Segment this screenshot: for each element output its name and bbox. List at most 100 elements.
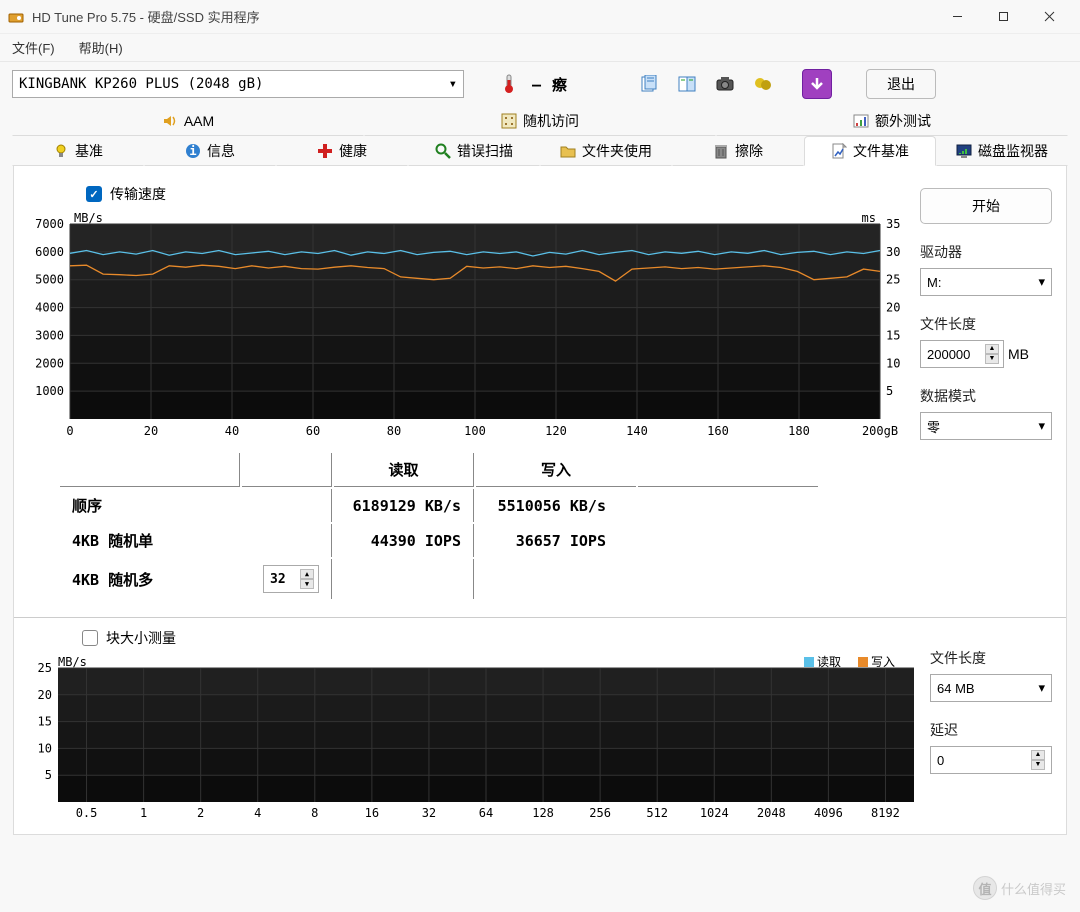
- svg-text:512: 512: [646, 806, 668, 820]
- temperature-value: — 瘵: [532, 74, 568, 95]
- row-4k-multi: 4KB 随机多: [60, 559, 240, 599]
- transfer-speed-label: 传输速度: [110, 184, 166, 204]
- tab-错误扫描[interactable]: 错误扫描: [408, 136, 540, 166]
- tab-信息[interactable]: i信息: [144, 136, 276, 166]
- svg-text:15: 15: [886, 328, 900, 342]
- delay-label: 延迟: [930, 720, 1052, 740]
- minimize-button[interactable]: [934, 2, 980, 32]
- blocksize-checkbox[interactable]: [82, 630, 98, 646]
- search-icon: [435, 143, 451, 159]
- start-button[interactable]: 开始: [920, 188, 1052, 224]
- datamode-label: 数据模式: [920, 386, 1052, 406]
- spinner-down-icon[interactable]: ▼: [300, 579, 314, 589]
- spinner-up-icon[interactable]: ▲: [300, 569, 314, 579]
- content-pane: 传输速度 10002000300040005000600070005101520…: [13, 166, 1067, 835]
- svg-text:3000: 3000: [35, 328, 64, 342]
- menu-file[interactable]: 文件(F): [12, 38, 55, 57]
- chevron-down-icon: ▾: [1038, 274, 1045, 290]
- tab-文件夹使用[interactable]: 文件夹使用: [540, 136, 672, 166]
- svg-text:4: 4: [254, 806, 261, 820]
- filelen2-dropdown[interactable]: 64 MB▾: [930, 674, 1052, 702]
- filelen2-label: 文件长度: [930, 648, 1052, 668]
- svg-text:30: 30: [886, 245, 900, 259]
- chevron-down-icon: ▾: [1038, 418, 1045, 434]
- svg-text:ms: ms: [862, 211, 876, 225]
- row-4k-single: 4KB 随机单: [60, 524, 240, 557]
- datamode-dropdown[interactable]: 零▾: [920, 412, 1052, 440]
- tab-擦除[interactable]: 擦除: [672, 136, 804, 166]
- window-title: HD Tune Pro 5.75 - 硬盘/SSD 实用程序: [32, 7, 934, 26]
- bulb-icon: [53, 143, 69, 159]
- svg-text:1024: 1024: [700, 806, 729, 820]
- svg-text:25: 25: [38, 661, 52, 675]
- copy-info-button[interactable]: [634, 69, 664, 99]
- health-icon: [317, 143, 333, 159]
- svg-text:10: 10: [886, 356, 900, 370]
- spinner-down-icon[interactable]: ▼: [1031, 760, 1045, 770]
- svg-text:写入: 写入: [871, 655, 895, 669]
- svg-text:5000: 5000: [35, 273, 64, 287]
- tab-基准[interactable]: 基准: [12, 136, 144, 166]
- svg-text:8192: 8192: [871, 806, 900, 820]
- svg-text:4096: 4096: [814, 806, 843, 820]
- delay-input[interactable]: 0 ▲▼: [930, 746, 1052, 774]
- tabstrip: AAM随机访问额外测试 基准i信息健康错误扫描文件夹使用擦除文件基准磁盘监视器: [0, 106, 1080, 166]
- svg-text:8: 8: [311, 806, 318, 820]
- trash-icon: [713, 143, 729, 159]
- rnd-single-write: 36657 IOPS: [476, 524, 636, 557]
- col-write: 写入: [476, 453, 636, 487]
- filelen-label: 文件长度: [920, 314, 1052, 334]
- svg-text:15: 15: [38, 715, 52, 729]
- seq-write-value: 5510056 KB/s: [476, 489, 636, 522]
- results-table: 读取 写入 顺序 6189129 KB/s 5510056 KB/s 4KB 随…: [58, 451, 820, 601]
- menu-help[interactable]: 帮助(H): [79, 38, 123, 57]
- toolbar: KINGBANK KP260 PLUS (2048 gB) ▾ — 瘵 退出: [0, 62, 1080, 106]
- watermark-icon: 值: [973, 876, 997, 900]
- svg-text:128: 128: [532, 806, 554, 820]
- tab-AAM[interactable]: AAM: [12, 106, 364, 136]
- row-sequential: 顺序: [60, 489, 240, 522]
- tab-文件基准[interactable]: 文件基准: [804, 136, 936, 166]
- svg-text:1000: 1000: [35, 384, 64, 398]
- svg-text:32: 32: [422, 806, 436, 820]
- copy-results-button[interactable]: [672, 69, 702, 99]
- svg-text:读取: 读取: [817, 655, 841, 669]
- blocksize-label: 块大小测量: [106, 628, 176, 648]
- side-panel-1: 开始 驱动器 M:▾ 文件长度 200000 ▲▼ MB 数据模式 零▾: [920, 184, 1052, 607]
- info-icon: i: [185, 143, 201, 159]
- spinner-down-icon[interactable]: ▼: [985, 354, 999, 364]
- tab-额外测试[interactable]: 额外测试: [716, 106, 1068, 136]
- tab-磁盘监视器[interactable]: 磁盘监视器: [936, 136, 1068, 166]
- tab-随机访问[interactable]: 随机访问: [364, 106, 716, 136]
- extra-icon: [853, 113, 869, 129]
- temperature-button[interactable]: [494, 69, 524, 99]
- svg-text:60: 60: [306, 424, 320, 438]
- watermark: 值 什么值得买: [973, 876, 1066, 900]
- side-panel-2: 文件长度 64 MB▾ 延迟 0 ▲▼: [930, 628, 1052, 824]
- svg-text:0: 0: [66, 424, 73, 438]
- drive-dropdown[interactable]: M:▾: [920, 268, 1052, 296]
- svg-text:140: 140: [626, 424, 648, 438]
- chevron-down-icon: ▾: [449, 76, 457, 92]
- filelen-input[interactable]: 200000 ▲▼: [920, 340, 1004, 368]
- monitor-icon: [956, 143, 972, 159]
- save-button[interactable]: [748, 69, 778, 99]
- random-icon: [501, 113, 517, 129]
- svg-text:180: 180: [788, 424, 810, 438]
- multi-threads-input[interactable]: 32 ▲▼: [263, 565, 319, 593]
- spinner-up-icon[interactable]: ▲: [1031, 750, 1045, 760]
- exit-button[interactable]: 退出: [866, 69, 936, 99]
- tab-健康[interactable]: 健康: [276, 136, 408, 166]
- close-button[interactable]: [1026, 2, 1072, 32]
- svg-text:10: 10: [38, 741, 52, 755]
- options-button[interactable]: [802, 69, 832, 99]
- drive-select[interactable]: KINGBANK KP260 PLUS (2048 gB) ▾: [12, 70, 464, 98]
- transfer-speed-checkbox[interactable]: [86, 186, 102, 202]
- svg-text:0.5: 0.5: [76, 806, 98, 820]
- maximize-button[interactable]: [980, 2, 1026, 32]
- svg-text:2: 2: [197, 806, 204, 820]
- screenshot-button[interactable]: [710, 69, 740, 99]
- svg-text:160: 160: [707, 424, 729, 438]
- spinner-up-icon[interactable]: ▲: [985, 344, 999, 354]
- col-read: 读取: [334, 453, 474, 487]
